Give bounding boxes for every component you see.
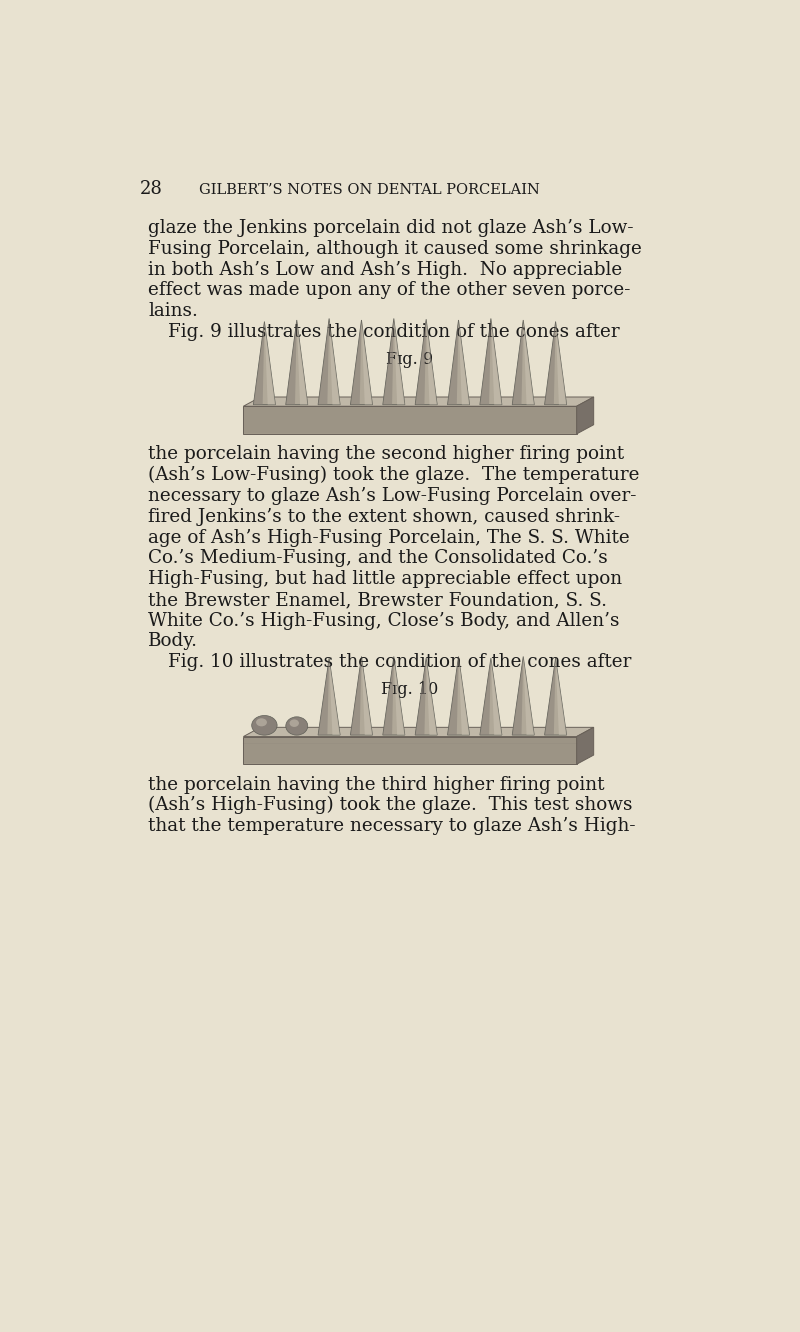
Text: (Ash’s High-Fusing) took the glaze.  This test shows: (Ash’s High-Fusing) took the glaze. This… bbox=[148, 797, 633, 814]
Polygon shape bbox=[415, 658, 426, 735]
Polygon shape bbox=[491, 658, 502, 735]
Polygon shape bbox=[362, 657, 373, 735]
Text: age of Ash’s High-Fusing Porcelain, The S. S. White: age of Ash’s High-Fusing Porcelain, The … bbox=[148, 529, 630, 546]
Text: glaze the Jenkins porcelain did not glaze Ash’s Low-: glaze the Jenkins porcelain did not glaz… bbox=[148, 218, 634, 237]
Polygon shape bbox=[545, 658, 555, 735]
Text: (Ash’s Low-Fusing) took the glaze.  The temperature: (Ash’s Low-Fusing) took the glaze. The t… bbox=[148, 466, 639, 484]
Text: the porcelain having the second higher firing point: the porcelain having the second higher f… bbox=[148, 445, 624, 464]
Text: Fɪg. 10: Fɪg. 10 bbox=[382, 681, 438, 698]
Text: Fɪg. 9: Fɪg. 9 bbox=[386, 350, 434, 368]
Polygon shape bbox=[383, 318, 394, 405]
Polygon shape bbox=[350, 320, 362, 405]
Polygon shape bbox=[480, 318, 502, 405]
Polygon shape bbox=[286, 320, 308, 405]
Polygon shape bbox=[480, 318, 491, 405]
Polygon shape bbox=[318, 318, 340, 405]
Polygon shape bbox=[254, 321, 265, 405]
Polygon shape bbox=[318, 658, 329, 735]
Text: necessary to glaze Ash’s Low-Fusing Porcelain over-: necessary to glaze Ash’s Low-Fusing Porc… bbox=[148, 488, 637, 505]
Polygon shape bbox=[512, 320, 523, 405]
Text: that the temperature necessary to glaze Ash’s High-: that the temperature necessary to glaze … bbox=[148, 818, 635, 835]
Polygon shape bbox=[383, 318, 405, 405]
Text: fired Jenkins’s to the extent shown, caused shrink-: fired Jenkins’s to the extent shown, cau… bbox=[148, 507, 620, 526]
Polygon shape bbox=[297, 320, 308, 405]
Text: Fusing Porcelain, although it caused some shrinkage: Fusing Porcelain, although it caused som… bbox=[148, 240, 642, 258]
Text: High-Fusing, but had little appreciable effect upon: High-Fusing, but had little appreciable … bbox=[148, 570, 622, 589]
Polygon shape bbox=[523, 657, 534, 735]
Polygon shape bbox=[243, 397, 594, 406]
Polygon shape bbox=[415, 658, 437, 735]
Polygon shape bbox=[243, 737, 577, 765]
Text: 28: 28 bbox=[140, 180, 163, 197]
Polygon shape bbox=[545, 321, 555, 405]
Polygon shape bbox=[415, 320, 426, 405]
Polygon shape bbox=[243, 406, 577, 434]
Ellipse shape bbox=[286, 717, 308, 735]
Ellipse shape bbox=[252, 715, 277, 735]
Text: effect was made upon any of the other seven porce-: effect was made upon any of the other se… bbox=[148, 281, 630, 300]
Polygon shape bbox=[447, 320, 458, 405]
Polygon shape bbox=[383, 657, 394, 735]
Polygon shape bbox=[286, 320, 297, 405]
Polygon shape bbox=[447, 657, 470, 735]
Polygon shape bbox=[329, 658, 340, 735]
Polygon shape bbox=[394, 318, 405, 405]
Polygon shape bbox=[491, 318, 502, 405]
Text: Fig. 10 illustrates the condition of the cones after: Fig. 10 illustrates the condition of the… bbox=[168, 653, 631, 671]
Text: GILBERT’S NOTES ON DENTAL PORCELAIN: GILBERT’S NOTES ON DENTAL PORCELAIN bbox=[199, 182, 540, 197]
Polygon shape bbox=[447, 657, 458, 735]
Polygon shape bbox=[383, 657, 405, 735]
Polygon shape bbox=[394, 657, 405, 735]
Polygon shape bbox=[577, 727, 594, 765]
Polygon shape bbox=[426, 658, 437, 735]
Polygon shape bbox=[523, 320, 534, 405]
Text: Body.: Body. bbox=[148, 633, 198, 650]
Polygon shape bbox=[254, 321, 275, 405]
Polygon shape bbox=[243, 727, 594, 737]
Polygon shape bbox=[350, 657, 362, 735]
Polygon shape bbox=[577, 397, 594, 434]
Text: the porcelain having the third higher firing point: the porcelain having the third higher fi… bbox=[148, 775, 605, 794]
Polygon shape bbox=[545, 658, 566, 735]
Ellipse shape bbox=[256, 718, 267, 726]
Polygon shape bbox=[555, 658, 566, 735]
Polygon shape bbox=[426, 320, 437, 405]
Polygon shape bbox=[512, 657, 523, 735]
Polygon shape bbox=[265, 321, 275, 405]
Polygon shape bbox=[329, 318, 340, 405]
Polygon shape bbox=[318, 318, 329, 405]
Polygon shape bbox=[480, 658, 491, 735]
Polygon shape bbox=[362, 320, 373, 405]
Polygon shape bbox=[458, 320, 470, 405]
Polygon shape bbox=[447, 320, 470, 405]
Text: Co.’s Medium-Fusing, and the Consolidated Co.’s: Co.’s Medium-Fusing, and the Consolidate… bbox=[148, 549, 608, 567]
Text: the Brewster Enamel, Brewster Foundation, S. S.: the Brewster Enamel, Brewster Foundation… bbox=[148, 591, 607, 609]
Polygon shape bbox=[555, 321, 566, 405]
Text: in both Ash’s Low and Ash’s High.  No appreciable: in both Ash’s Low and Ash’s High. No app… bbox=[148, 261, 622, 278]
Text: lains.: lains. bbox=[148, 302, 198, 320]
Polygon shape bbox=[512, 657, 534, 735]
Polygon shape bbox=[318, 658, 340, 735]
Ellipse shape bbox=[290, 719, 299, 727]
Polygon shape bbox=[415, 320, 437, 405]
Polygon shape bbox=[350, 320, 373, 405]
Polygon shape bbox=[350, 657, 373, 735]
Polygon shape bbox=[512, 320, 534, 405]
Polygon shape bbox=[458, 657, 470, 735]
Text: Fig. 9 illustrates the condition of the cones after: Fig. 9 illustrates the condition of the … bbox=[168, 322, 620, 341]
Polygon shape bbox=[545, 321, 566, 405]
Text: White Co.’s High-Fusing, Close’s Body, and Allen’s: White Co.’s High-Fusing, Close’s Body, a… bbox=[148, 611, 619, 630]
Polygon shape bbox=[480, 658, 502, 735]
